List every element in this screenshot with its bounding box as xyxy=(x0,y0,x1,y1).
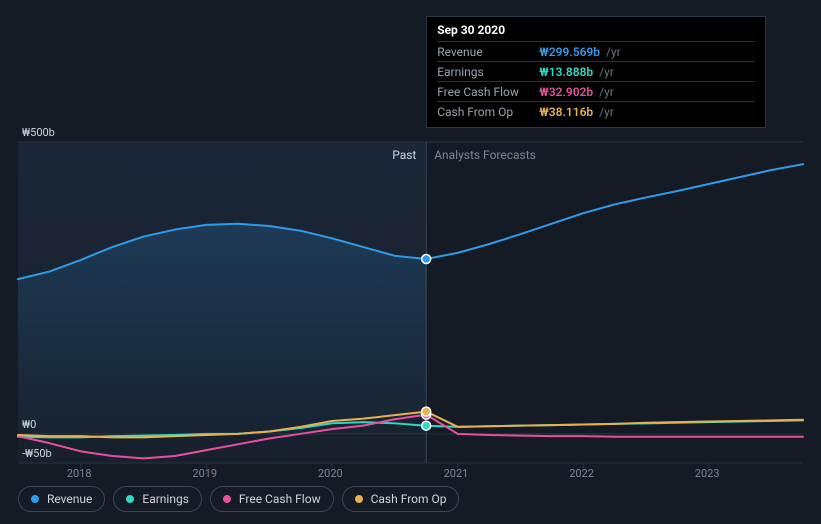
tooltip-row-value: ₩13.888b xyxy=(539,63,593,81)
tooltip-row-unit: /yr xyxy=(606,43,621,61)
region-label-forecast: Analysts Forecasts xyxy=(434,148,536,162)
financials-chart: Sep 30 2020 Revenue ₩299.569b/yr Earnings ₩… xyxy=(0,0,821,524)
marker-revenue xyxy=(422,254,431,263)
legend-swatch xyxy=(355,495,363,503)
tooltip-row-unit: /yr xyxy=(599,83,614,101)
y-axis-label: ₩0 xyxy=(22,418,36,431)
legend-item-revenue[interactable]: Revenue xyxy=(18,486,105,512)
legend-label: Revenue xyxy=(47,492,92,506)
legend-swatch xyxy=(126,495,134,503)
legend-swatch xyxy=(31,495,39,503)
tooltip-row-value: ₩38.116b xyxy=(539,103,593,121)
tooltip-row-unit: /yr xyxy=(599,103,614,121)
region-label-past: Past xyxy=(392,148,416,162)
tooltip-row-value: ₩32.902b xyxy=(539,83,593,101)
tooltip-row: Cash From Op ₩38.116b/yr xyxy=(437,101,755,121)
marker-earnings xyxy=(422,421,431,430)
tooltip-title: Sep 30 2020 xyxy=(437,23,755,37)
tooltip-row-unit: /yr xyxy=(599,63,614,81)
y-axis-label: ₩500b xyxy=(22,126,55,139)
tooltip-row: Earnings ₩13.888b/yr xyxy=(437,61,755,81)
x-axis-label: 2022 xyxy=(569,467,594,480)
tooltip-row-label: Earnings xyxy=(437,63,533,81)
legend-label: Earnings xyxy=(142,492,189,506)
legend-item-cfo[interactable]: Cash From Op xyxy=(342,486,460,512)
tooltip-row: Revenue ₩299.569b/yr xyxy=(437,41,755,61)
x-axis-label: 2019 xyxy=(192,467,217,480)
legend: Revenue Earnings Free Cash Flow Cash From O… xyxy=(18,486,459,512)
legend-swatch xyxy=(223,495,231,503)
legend-item-earnings[interactable]: Earnings xyxy=(113,486,202,512)
y-axis-label: -₩50b xyxy=(22,447,52,460)
legend-label: Free Cash Flow xyxy=(239,492,321,506)
x-axis-label: 2018 xyxy=(67,467,92,480)
marker-cfo xyxy=(422,407,431,416)
x-axis-label: 2020 xyxy=(318,467,343,480)
x-axis-label: 2021 xyxy=(444,467,469,480)
x-axis-label: 2023 xyxy=(695,467,720,480)
chart-tooltip: Sep 30 2020 Revenue ₩299.569b/yr Earnings ₩… xyxy=(426,16,766,128)
legend-item-fcf[interactable]: Free Cash Flow xyxy=(210,486,334,512)
tooltip-row: Free Cash Flow ₩32.902b/yr xyxy=(437,81,755,101)
legend-label: Cash From Op xyxy=(371,492,447,506)
tooltip-row-value: ₩299.569b xyxy=(539,43,600,61)
tooltip-row-label: Revenue xyxy=(437,43,533,61)
tooltip-row-label: Cash From Op xyxy=(437,103,533,121)
tooltip-row-label: Free Cash Flow xyxy=(437,83,533,101)
